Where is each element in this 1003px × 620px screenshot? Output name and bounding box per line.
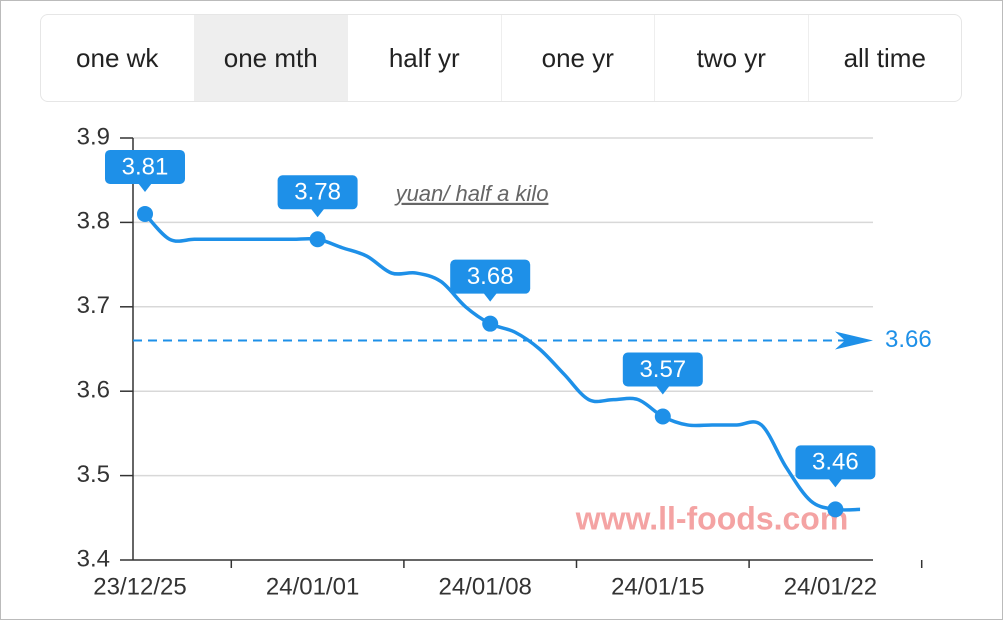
label-pointer xyxy=(483,292,498,302)
x-tick-label: 24/01/01 xyxy=(266,573,359,600)
x-tick-label: 23/12/25 xyxy=(93,573,186,600)
data-label: 3.57 xyxy=(639,356,686,383)
range-tab[interactable]: two yr xyxy=(655,15,809,101)
x-tick-label: 24/01/08 xyxy=(438,573,531,600)
label-bubble xyxy=(622,352,703,387)
y-tick-label: 3.9 xyxy=(77,123,110,150)
point xyxy=(137,205,153,222)
y-tick-label: 3.5 xyxy=(77,461,110,488)
range-tabs: one wk one mth half yr one yr two yr all time xyxy=(40,14,962,102)
reference-arrow xyxy=(835,331,873,350)
point xyxy=(827,501,844,518)
x-tick-label: 24/01/15 xyxy=(611,573,704,600)
data-label: 3.81 xyxy=(122,153,169,180)
data-label: 3.46 xyxy=(812,449,859,476)
label-bubble xyxy=(105,149,185,184)
watermark: www.ll-foods.com xyxy=(575,500,849,536)
price-line xyxy=(143,212,861,512)
label-bubble xyxy=(450,259,531,294)
data-label: 3.78 xyxy=(294,179,341,206)
range-tab[interactable]: one yr xyxy=(502,15,655,101)
point xyxy=(309,231,326,248)
y-tick-label: 3.8 xyxy=(77,208,110,235)
x-tick-label: 24/01/22 xyxy=(784,573,877,600)
label-bubble xyxy=(277,175,358,210)
range-tab[interactable]: all time xyxy=(843,42,926,73)
point xyxy=(482,315,499,332)
y-tick-label: 3.7 xyxy=(77,292,110,319)
label-pointer xyxy=(828,478,843,488)
label-pointer xyxy=(655,385,670,395)
label-bubble xyxy=(795,445,876,480)
range-tab[interactable]: half yr xyxy=(348,15,502,101)
label-pointer xyxy=(138,182,152,192)
point xyxy=(654,408,671,425)
data-label: 3.68 xyxy=(467,263,514,290)
range-tab[interactable]: one wk xyxy=(41,15,195,101)
y-tick-label: 3.6 xyxy=(77,377,110,404)
reference-label: 3.66 xyxy=(885,326,932,353)
label-pointer xyxy=(310,208,325,218)
range-tab[interactable]: one mth xyxy=(194,15,348,101)
unit-note: yuan/ half a kilo xyxy=(394,181,549,206)
y-tick-label: 3.4 xyxy=(77,545,110,572)
